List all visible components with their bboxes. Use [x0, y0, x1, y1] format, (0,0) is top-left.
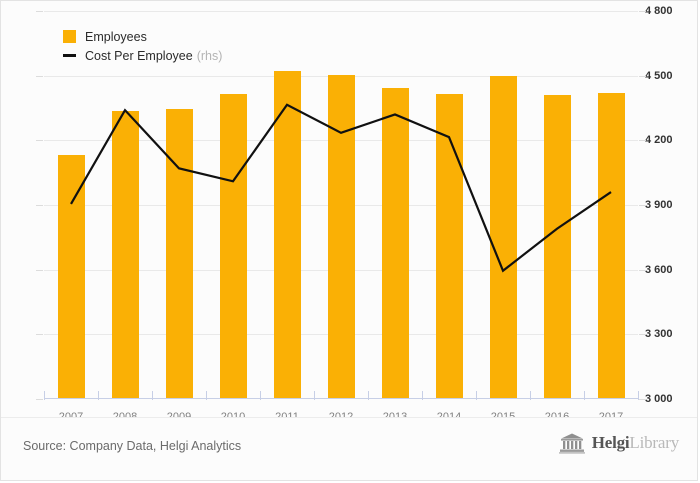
y-axis-left-tick-mark [36, 205, 43, 206]
x-axis-tick-mark [314, 391, 315, 400]
chart-footer: Source: Company Data, Helgi Analytics He… [1, 417, 697, 480]
x-axis-tick-mark [476, 391, 477, 400]
x-axis-line [44, 398, 638, 399]
y-axis-right-tick-mark [639, 334, 646, 336]
y-axis-right-tick-mark [639, 205, 646, 206]
legend-label-employees: Employees [85, 29, 147, 44]
y-axis-left-tick-mark [36, 75, 43, 77]
y-axis-left-tick-mark [36, 140, 43, 142]
logo-text-helgi: Helgi [591, 433, 630, 452]
y-axis-left-tick-mark [36, 269, 43, 271]
source-note: Source: Company Data, Helgi Analytics [23, 439, 242, 453]
x-axis-tick-mark [530, 391, 531, 400]
bar[interactable] [219, 94, 247, 398]
logo-wordmark: HelgiLibrary [592, 433, 679, 453]
chart-legend: Employees Cost Per Employee (rhs) [63, 27, 222, 65]
gridline [44, 11, 638, 12]
y-axis-right-tick-mark [639, 140, 646, 142]
y-axis-right-tick-label: 4 800 [645, 5, 673, 17]
y-axis-right-tick-mark [639, 11, 646, 12]
x-axis-tick-mark [98, 391, 99, 400]
logo-text-library: Library [629, 433, 679, 452]
x-axis-tick-mark [422, 391, 423, 400]
legend-item-employees[interactable]: Employees [63, 27, 222, 46]
legend-item-cost-per-employee[interactable]: Cost Per Employee (rhs) [63, 46, 222, 65]
bar[interactable] [273, 70, 301, 398]
y-axis-right-tick-label: 4 200 [645, 134, 673, 147]
x-axis-tick-mark [584, 391, 585, 400]
legend-note-rhs: (rhs) [196, 48, 223, 63]
helgi-library-logo[interactable]: HelgiLibrary [558, 432, 679, 454]
library-building-icon [558, 433, 585, 454]
bar[interactable] [111, 110, 139, 398]
y-axis-left-tick-mark [36, 11, 43, 12]
y-axis-right-tick-label: 3 000 [645, 393, 673, 405]
x-axis-tick-mark [638, 391, 639, 400]
y-axis-right-tick-mark [639, 399, 646, 400]
x-axis-tick-mark [44, 391, 45, 400]
bar[interactable] [57, 154, 85, 398]
y-axis-left-tick-mark [36, 334, 43, 336]
x-axis-tick-mark [368, 391, 369, 400]
legend-line-swatch-icon [63, 54, 76, 57]
y-axis-right-tick-mark [639, 75, 646, 77]
bar[interactable] [435, 94, 463, 398]
y-axis-right-tick-label: 3 600 [645, 263, 673, 276]
bar[interactable] [381, 88, 409, 398]
x-axis-tick-mark [152, 391, 153, 400]
y-axis-left-tick-mark [36, 399, 43, 400]
y-axis-right-tick-label: 3 900 [645, 199, 673, 211]
bar[interactable] [543, 95, 571, 398]
cost-per-employee-polyline [70, 103, 612, 273]
line-series-cost-per-employee [70, 103, 612, 273]
bar[interactable] [489, 75, 517, 398]
x-axis-tick-mark [260, 391, 261, 400]
bar[interactable] [165, 108, 193, 398]
y-axis-right-tick-mark [639, 269, 646, 271]
y-axis-right-tick-label: 4 500 [645, 69, 673, 82]
bar[interactable] [597, 93, 625, 398]
legend-label-cost-per-employee: Cost Per Employee [85, 48, 193, 63]
y-axis-right-tick-label: 3 300 [645, 328, 673, 341]
x-axis-tick-mark [206, 391, 207, 400]
legend-bar-swatch-icon [63, 30, 76, 43]
